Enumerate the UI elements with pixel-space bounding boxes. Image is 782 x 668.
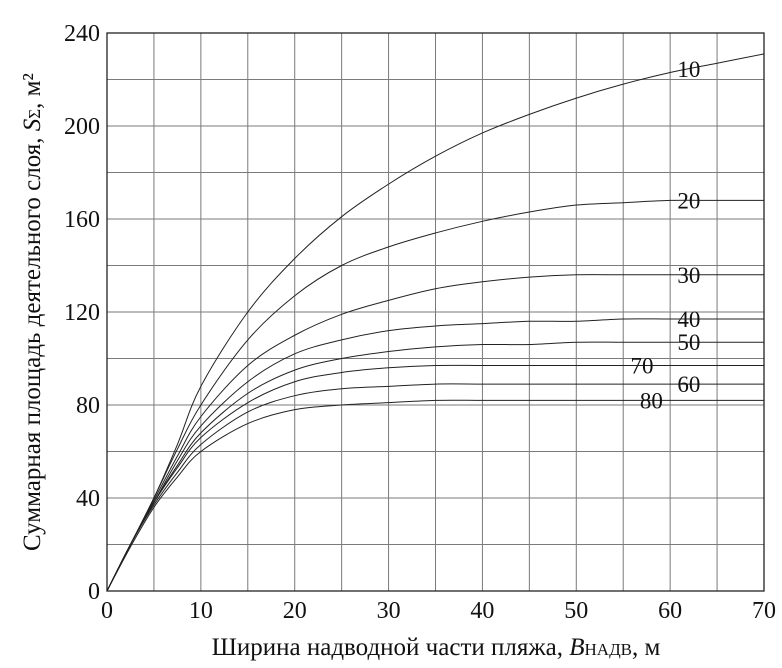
series-line-10 [106, 53, 765, 592]
series-label-50: 50 [677, 330, 700, 355]
y-axis-title-unit: , м² [19, 73, 46, 109]
y-tick-label: 240 [64, 21, 100, 47]
x-tick-label: 60 [658, 598, 682, 624]
series-label-70: 70 [630, 353, 653, 378]
x-tick-label: 30 [377, 598, 401, 624]
y-tick-label: 0 [88, 579, 100, 605]
x-tick-label: 10 [189, 598, 213, 624]
series-label-10: 10 [677, 57, 700, 82]
plot-frame [106, 32, 765, 592]
series-line-30 [106, 274, 764, 592]
y-axis-title-subscript: Σ [25, 109, 44, 119]
series-line-70 [106, 364, 764, 592]
series-label-20: 20 [677, 188, 700, 213]
series-label-40: 40 [677, 307, 700, 332]
y-tick-label: 200 [64, 114, 100, 140]
y-axis-title-symbol: S [19, 118, 46, 131]
series-line-40 [106, 318, 764, 592]
x-tick-label: 20 [283, 598, 307, 624]
x-tick-label: 50 [564, 598, 588, 624]
x-tick-label: 0 [101, 598, 113, 624]
x-tick-label: 40 [470, 598, 494, 624]
x-axis-title-unit: , м [632, 634, 661, 661]
series-line-60 [106, 383, 764, 592]
curves [106, 53, 765, 592]
series-label-30: 30 [677, 263, 700, 288]
x-axis-title-main: Ширина надводной части пляжа, [212, 634, 570, 661]
x-tick-label: 70 [752, 598, 776, 624]
y-axis-title-main: Суммарная площадь деятельного слоя, [19, 131, 46, 551]
y-tick-label: 120 [64, 300, 100, 326]
y-axis-title: Суммарная площадь деятельного слоя, SΣ, … [19, 73, 46, 551]
x-tick-labels: 0 10 20 30 40 50 60 70 [101, 598, 776, 624]
y-tick-label: 160 [64, 207, 100, 233]
grid [107, 33, 764, 591]
y-tick-label: 40 [76, 486, 100, 512]
x-axis-title: Ширина надводной части пляжа, BНАДВ, м [212, 634, 661, 661]
series-label-60: 60 [677, 372, 700, 397]
y-tick-label: 80 [76, 393, 100, 419]
x-axis-title-subscript: НАДВ [585, 640, 633, 659]
series-line-20 [106, 199, 764, 592]
series-line-50 [106, 341, 764, 592]
series-label-80: 80 [640, 388, 663, 413]
series-line-80 [106, 399, 764, 592]
x-axis-title-symbol: B [569, 634, 584, 661]
y-tick-labels: 0 40 80 120 160 200 240 [64, 21, 100, 605]
